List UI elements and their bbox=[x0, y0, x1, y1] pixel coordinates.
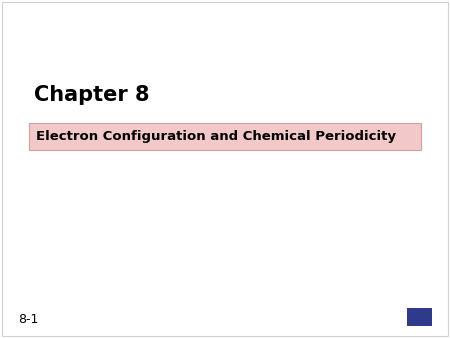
FancyBboxPatch shape bbox=[407, 308, 432, 326]
Text: Electron Configuration and Chemical Periodicity: Electron Configuration and Chemical Peri… bbox=[36, 130, 396, 143]
Text: Chapter 8: Chapter 8 bbox=[34, 84, 149, 105]
Text: 8-1: 8-1 bbox=[18, 313, 38, 326]
FancyBboxPatch shape bbox=[29, 123, 421, 150]
